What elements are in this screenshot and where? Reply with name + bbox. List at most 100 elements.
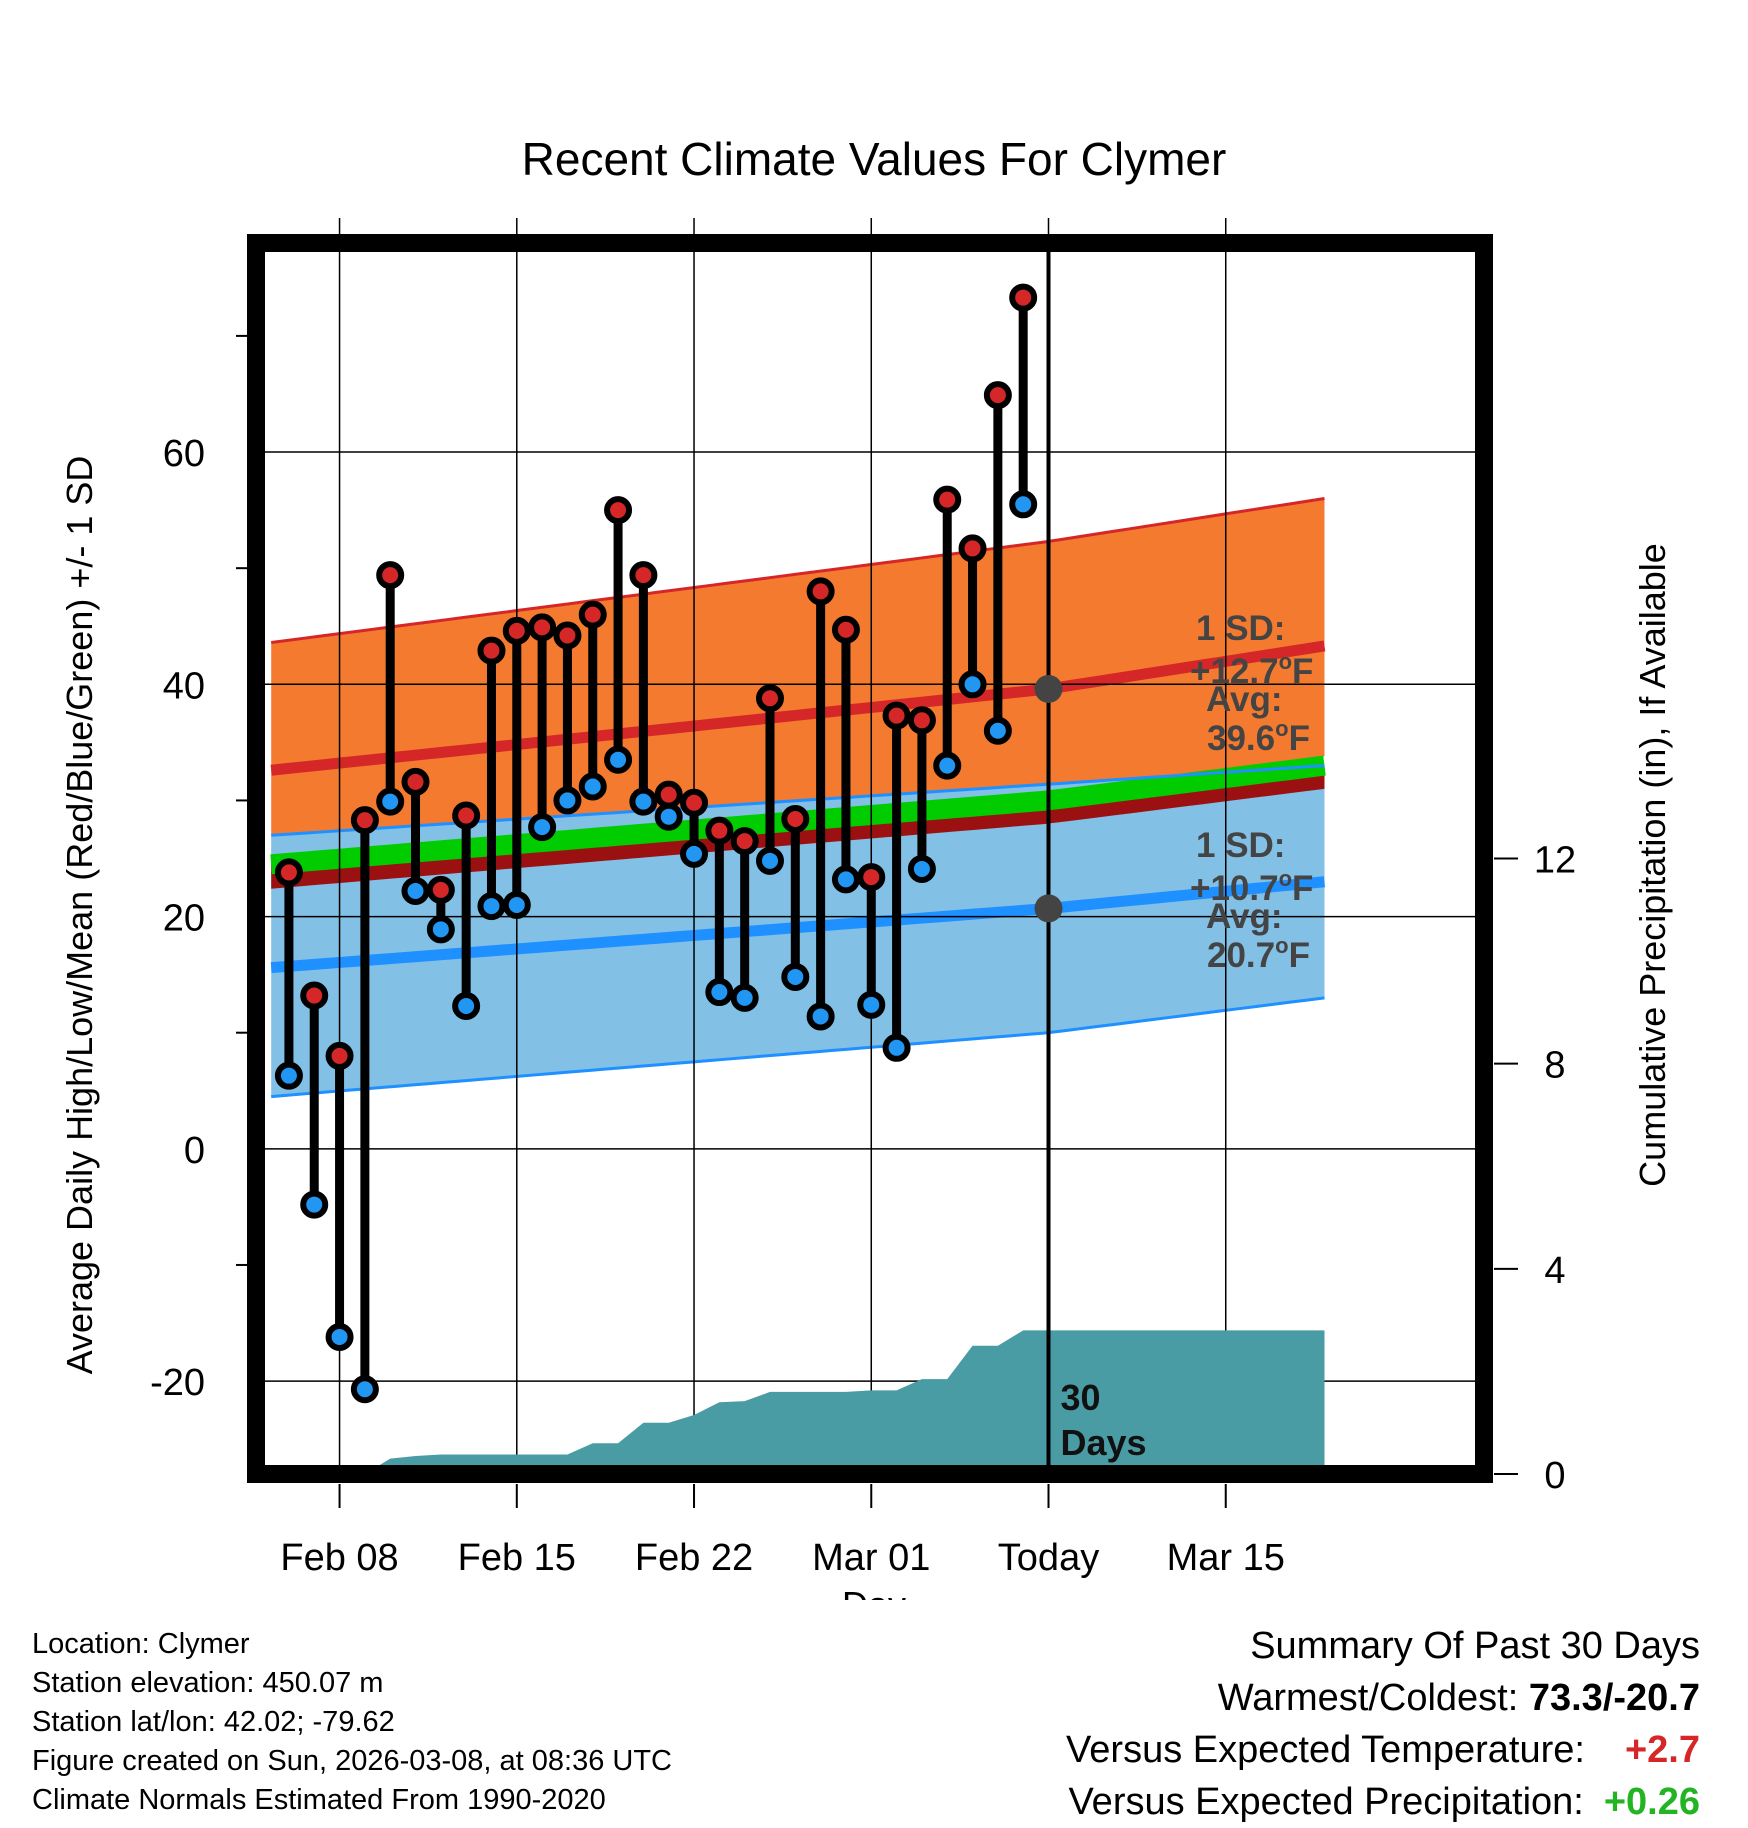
- low-point: [376, 787, 405, 816]
- days-label: 30: [1061, 1377, 1101, 1418]
- station-info: Location: Clymer Station elevation: 450.…: [32, 1625, 672, 1820]
- y-axis-label: Average Daily High/Low/Mean (Red/Blue/Gr…: [59, 456, 100, 1375]
- low-avg-label: Avg:: [1206, 897, 1282, 936]
- low-avg-point: [1034, 894, 1063, 923]
- climate-chart: Recent Climate Values For Clymer 30Days …: [59, 133, 1673, 1600]
- high-point: [705, 816, 734, 845]
- low-point: [578, 772, 607, 801]
- low-point: [528, 813, 557, 842]
- high-point: [755, 684, 784, 713]
- high-point: [1009, 283, 1038, 312]
- temp-value: +2.7: [1624, 1729, 1700, 1771]
- low-lower-line: [271, 996, 1325, 1099]
- y-tick-label: 0: [184, 1130, 205, 1172]
- y2-tick-label: 12: [1534, 840, 1576, 882]
- high-point: [983, 381, 1012, 410]
- x-tick-label: Mar 01: [812, 1537, 930, 1579]
- warmest-label: Warmest/Coldest:: [1217, 1677, 1519, 1719]
- summary-title: Summary Of Past 30 Days: [1250, 1625, 1700, 1667]
- low-point: [300, 1190, 329, 1219]
- high-point: [578, 600, 607, 629]
- latlon-text: Station lat/lon: 42.02; -79.62: [32, 1706, 395, 1738]
- high-point: [629, 561, 658, 590]
- high-sd-value: +12.7oF: [1190, 649, 1313, 691]
- high-point: [350, 806, 379, 835]
- low-sd-value: +10.7oF: [1190, 866, 1313, 908]
- low-point: [882, 1033, 911, 1062]
- low-point: [1009, 490, 1038, 519]
- low-avg-value: 20.7oF: [1207, 933, 1310, 975]
- y-tick-label: -20: [150, 1362, 205, 1404]
- precip-area: [364, 1330, 1325, 1474]
- created-text: Figure created on Sun, 2026-03-08, at 08…: [32, 1745, 672, 1777]
- low-point: [781, 962, 810, 991]
- x-tick-label: Today: [998, 1537, 1099, 1579]
- x-axis-label: Day: [842, 1584, 906, 1600]
- low-point: [452, 991, 481, 1020]
- precip-label: Versus Expected Precipitation:: [1068, 1781, 1584, 1823]
- precip-value: +0.26: [1603, 1781, 1700, 1823]
- temp-label: Versus Expected Temperature:: [1066, 1729, 1585, 1771]
- high-point: [376, 561, 405, 590]
- high-point: [730, 827, 759, 856]
- high-sd-label: 1 SD:: [1196, 609, 1285, 648]
- low-point: [933, 751, 962, 780]
- x-tick-label: Feb 08: [280, 1537, 398, 1579]
- high-point: [882, 701, 911, 730]
- low-point: [604, 745, 633, 774]
- high-point: [300, 981, 329, 1010]
- y-tick-label: 60: [163, 433, 205, 475]
- summary-panel: Summary Of Past 30 Days Warmest/Coldest:…: [1066, 1620, 1700, 1828]
- elevation-text: Station elevation: 450.07 m: [32, 1667, 384, 1699]
- high-point: [680, 788, 709, 817]
- y2-tick-label: 8: [1544, 1045, 1565, 1087]
- high-point: [325, 1041, 354, 1070]
- high-point: [477, 636, 506, 665]
- high-sd-band: [271, 498, 1325, 836]
- high-upper-line: [270, 497, 1325, 644]
- low-point: [831, 865, 860, 894]
- plot-frame: [247, 234, 1493, 1483]
- low-point: [502, 890, 531, 919]
- high-point: [907, 706, 936, 735]
- high-point: [781, 805, 810, 834]
- low-point: [350, 1375, 379, 1404]
- high-point: [502, 616, 531, 645]
- warmest-row: Warmest/Coldest: 73.3/-20.7: [1066, 1672, 1700, 1724]
- x-tick-label: Feb 15: [458, 1537, 576, 1579]
- location-text: Location: Clymer: [32, 1628, 250, 1660]
- low-point: [958, 670, 987, 699]
- low-point: [477, 892, 506, 921]
- high-point: [426, 875, 455, 904]
- x-tick-label: Mar 15: [1167, 1537, 1285, 1579]
- high-point: [654, 780, 683, 809]
- low-point: [426, 915, 455, 944]
- high-point: [958, 534, 987, 563]
- high-avg-point: [1034, 674, 1063, 703]
- high-point: [452, 801, 481, 830]
- warmest-value: 73.3/-20.7: [1528, 1677, 1700, 1719]
- low-point: [755, 846, 784, 875]
- days-label: Days: [1061, 1422, 1147, 1463]
- y2-axis-label: Cumulative Precipitation (in), If Availa…: [1632, 543, 1673, 1187]
- high-point: [553, 621, 582, 650]
- high-point: [933, 485, 962, 514]
- y2-tick-label: 4: [1544, 1250, 1565, 1292]
- high-avg-value: 39.6oF: [1207, 716, 1310, 758]
- y2-tick-label: 0: [1544, 1455, 1565, 1497]
- high-point: [831, 615, 860, 644]
- precip-row: Versus Expected Precipitation: +0.26: [1066, 1776, 1700, 1828]
- high-point: [274, 858, 303, 887]
- low-point: [730, 983, 759, 1012]
- y-tick-label: 40: [163, 665, 205, 707]
- x-tick-label: Feb 22: [635, 1537, 753, 1579]
- low-point: [983, 716, 1012, 745]
- y-tick-label: 20: [163, 898, 205, 940]
- high-point: [857, 863, 886, 892]
- high-point: [604, 496, 633, 525]
- low-point: [629, 787, 658, 816]
- high-point: [401, 767, 430, 796]
- low-upper-line: [271, 764, 1325, 837]
- chart-title: Recent Climate Values For Clymer: [522, 133, 1227, 185]
- high-point: [806, 577, 835, 606]
